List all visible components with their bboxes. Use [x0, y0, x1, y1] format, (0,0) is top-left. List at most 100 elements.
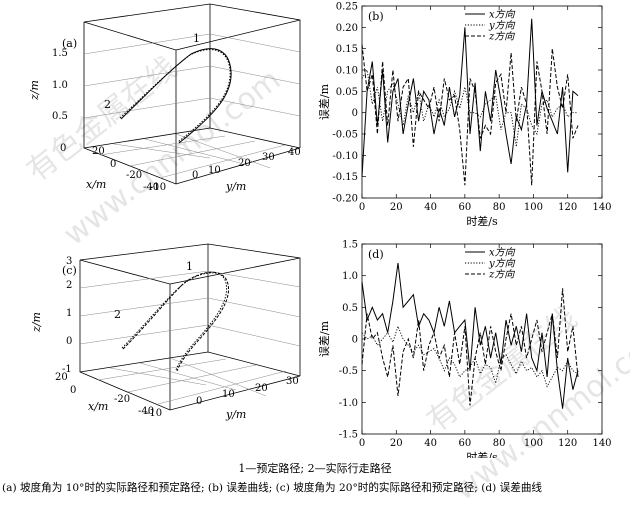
y-tick-label: 1.0 — [342, 271, 358, 282]
x-tick-label: 100 — [524, 438, 543, 449]
y-tick-label: 0.05 — [336, 87, 358, 98]
z-tick: 0 — [60, 143, 66, 154]
x-tick: 0 — [110, 159, 116, 170]
x-tick-label: 120 — [558, 202, 577, 213]
y-tick-label: -0.15 — [332, 172, 358, 183]
legend-label: z方向 — [488, 31, 515, 43]
path-2-actual — [122, 271, 229, 372]
x-tick-label: 20 — [390, 438, 403, 449]
grid-lines — [83, 33, 301, 179]
x-tick: 0 — [70, 385, 76, 396]
x-tick-label: 40 — [424, 438, 437, 449]
z-tick: 1.5 — [52, 48, 68, 59]
x-tick-label: 60 — [458, 438, 471, 449]
z-tick: 3 — [66, 256, 72, 267]
panel-b-error-chart: -0.20 -0.15 -0.10 -0.05 0 0.05 0.10 0.15 0.20 0.2… — [317, 2, 612, 229]
x-axis-label: 时差/s — [466, 450, 498, 458]
x-tick: -20 — [126, 170, 142, 181]
y-tick-label: -0.05 — [332, 130, 358, 141]
plot-frame — [361, 5, 603, 199]
y-axis-label: y/m — [225, 180, 246, 193]
series-line-dashed — [361, 288, 579, 406]
x-tick: -40 — [143, 182, 159, 193]
y-tick-label: -0.20 — [332, 194, 358, 205]
y-tick: 40 — [288, 147, 301, 158]
series-line-dotted — [361, 68, 578, 147]
y-tick-label: -1.0 — [339, 398, 358, 409]
y-tick: 20 — [255, 383, 268, 394]
grid-lines — [79, 270, 301, 405]
z-tick: 0 — [66, 336, 72, 347]
x-tick-label: 80 — [493, 202, 506, 213]
x-axis-label: x/m — [86, 178, 106, 191]
series-line-solid — [361, 18, 579, 177]
y-tick-label: 0.25 — [336, 2, 358, 13]
path-1-planned — [121, 272, 227, 371]
y-tick-label: 0 — [352, 108, 358, 119]
y-tick: 10 — [222, 389, 235, 400]
y-axis-label: 误差/m — [317, 83, 331, 120]
y-tick: 10 — [208, 165, 221, 176]
y-tick: 0 — [196, 396, 202, 407]
y-tick: 30 — [262, 152, 275, 163]
y-tick-label: 0.5 — [342, 303, 358, 314]
x-tick-label: 20 — [390, 202, 403, 213]
x-axis-label: x/m — [88, 400, 108, 413]
legend-label: x方向 — [489, 9, 516, 21]
x-tick: -20 — [114, 394, 130, 405]
y-axis-label: y/m — [225, 408, 246, 421]
y-tick-label: -0.5 — [339, 366, 358, 377]
figure-legend-line: 1—预定路径; 2—实际行走路径 — [238, 462, 392, 475]
series-line-solid — [361, 262, 579, 409]
y-tick-label: 1.5 — [342, 240, 358, 251]
z-tick: 1.0 — [52, 80, 68, 91]
curve-label-1: 1 — [186, 260, 193, 273]
x-tick: -40 — [138, 406, 154, 417]
figure-caption: (a) 坡度角为 10°时的实际路径和预定路径; (b) 误差曲线; (c) 坡… — [2, 482, 543, 494]
x-tick-label: 80 — [493, 438, 506, 449]
x-tick-label: 60 — [458, 202, 471, 213]
x-tick: 20 — [55, 372, 68, 383]
y-tick: -10 — [146, 408, 162, 419]
path-2-actual — [120, 48, 232, 144]
curve-label-2: 2 — [104, 98, 111, 111]
panel-label: (d) — [368, 248, 384, 261]
legend-label: y方向 — [488, 258, 516, 270]
curve-label-1: 1 — [193, 32, 200, 45]
y-tick: 20 — [238, 158, 251, 169]
panel-c-3d-path-plot: (c) 1 2 z/m -1 0 1 2 3 20 0 -20 -40 x/m … — [30, 243, 301, 421]
panel-label-a: (a) — [62, 37, 77, 50]
panel-a-3d-path-plot: (a) 1 2 z/m 0 0.5 1.0 1.5 20 0 -20 -40 x… — [28, 3, 301, 193]
y-tick: 0 — [192, 170, 198, 181]
z-tick: -1 — [62, 364, 72, 375]
x-tick-label: 0 — [359, 438, 365, 449]
series-line-dotted — [361, 324, 579, 388]
legend-label: z方向 — [488, 269, 515, 281]
x-tick-label: 100 — [524, 202, 543, 213]
series-line-dashed — [361, 44, 579, 186]
panel-label-c: (c) — [62, 264, 77, 277]
y-tick-label: 0.10 — [336, 66, 358, 77]
curve-label-2: 2 — [114, 308, 121, 321]
panel-label: (b) — [368, 10, 384, 23]
y-tick: 30 — [286, 376, 299, 387]
y-tick-label: -1.5 — [339, 430, 358, 441]
x-tick: 20 — [92, 146, 105, 157]
z-axis-label: z/m — [28, 80, 41, 101]
x-tick-label: 140 — [592, 438, 611, 449]
z-tick: 2 — [66, 280, 72, 291]
x-tick-label: 40 — [424, 202, 437, 213]
y-axis-label: 误差/m — [317, 320, 331, 357]
x-tick-label: 140 — [592, 202, 611, 213]
z-axis-label: z/m — [30, 312, 43, 333]
x-axis-label: 时差/s — [466, 214, 498, 228]
z-tick: 1 — [66, 308, 72, 319]
x-tick-label: 120 — [558, 438, 577, 449]
y-tick-label: 0 — [352, 335, 358, 346]
path-1-planned — [119, 49, 231, 143]
y-tick-label: -0.10 — [332, 151, 358, 162]
panel-d-error-chart: -1.5 -1.0 -0.5 0 0.5 1.0 1.5 0 20 40 60 80 100 120 140… — [317, 240, 612, 459]
y-tick-label: 0.15 — [336, 44, 358, 55]
y-tick-label: 0.20 — [336, 23, 358, 34]
y-tick: -10 — [150, 182, 166, 193]
